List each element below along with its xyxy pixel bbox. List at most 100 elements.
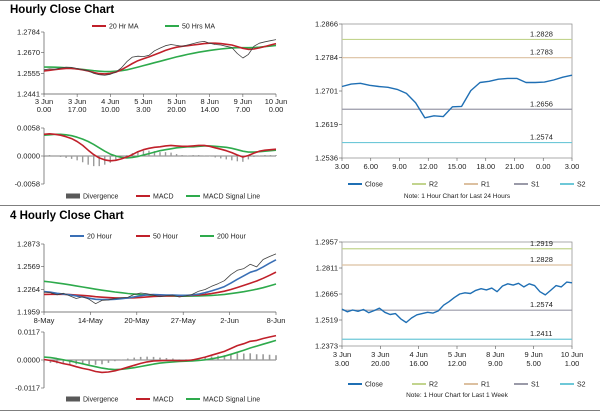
c3-y-tick-label: 1.2619 (315, 120, 338, 129)
c3-y-tick-label: 1.2866 (315, 20, 338, 29)
c3-x-tick-label: 3.00 (565, 162, 580, 171)
c1-x-tick-time: 0.00 (269, 105, 284, 114)
c6-x-tick-time: 16.00 (409, 359, 428, 368)
c5-legend-signal-label: MACD Signal Line (203, 397, 260, 404)
c3-x-tick-label: 15.00 (448, 162, 467, 171)
c3-level-label-s1: 1.2656 (530, 99, 553, 108)
c2-y-tick-label: 0.0000 (17, 152, 40, 161)
c1-x-tick-time: 14.00 (200, 105, 219, 114)
c3-level-label-s2: 1.2574 (530, 133, 553, 142)
c4-legend-200h-label: 200 Hour (217, 234, 246, 241)
c6-y-tick-label: 1.2957 (315, 238, 338, 247)
c3-note: Note: 1 Hour Chart for Last 24 Hours (404, 193, 511, 200)
c3-y-tick-label: 1.2701 (315, 87, 338, 96)
c4-y-tick-label: 1.1959 (17, 308, 40, 317)
c1-x-tick-date: 5 Jun (134, 97, 152, 106)
c6-y-tick-label: 1.2373 (315, 342, 338, 351)
c3-x-tick-label: 12.00 (419, 162, 438, 171)
c6-y-tick-label: 1.2811 (316, 264, 338, 273)
c1-x-tick-date: 10 Jun (265, 97, 288, 106)
c1-y-tick-label: 1.2441 (17, 90, 40, 99)
c3-y-tick-label: 1.2536 (315, 154, 338, 163)
c3-level-label-r1: 1.2783 (530, 48, 553, 57)
c3-legend-close-label: Close (365, 182, 383, 189)
c4-y-tick-label: 1.2264 (17, 285, 40, 294)
c1-x-tick-date: 3 Jun (35, 97, 53, 106)
c5-y-tick-label: 0.0000 (17, 356, 40, 365)
c6-x-tick-date: 3 Jun (333, 350, 351, 359)
c3-legend-s1-label: S1 (531, 182, 540, 189)
top-rule (0, 0, 600, 1)
c1-x-tick-time: 17.00 (68, 105, 87, 114)
c6-x-tick-date: 4 Jun (409, 350, 427, 359)
c5-legend-divergence-swatch (66, 396, 80, 402)
c6-level-label-s1: 1.2574 (530, 300, 553, 309)
c6-level-label-r1: 1.2828 (530, 255, 553, 264)
c6-close-line (341, 281, 573, 324)
c6-x-tick-date: 9 Jun (524, 350, 542, 359)
c4-ma200-line (43, 280, 277, 297)
c6-x-tick-time: 5.00 (526, 359, 541, 368)
c1-legend-ma20-label: 20 Hr MA (109, 24, 139, 31)
c6-note: Note: 1 Hour Chart for Last 1 Week (406, 392, 509, 399)
c6-level-label-r2: 1.2919 (530, 239, 553, 248)
section-title-hourly: Hourly Close Chart (10, 4, 115, 16)
four-hourly-1week-chart: 1.2957 1.2811 1.2665 1.2519 1.2373 1.2919 1.28… (315, 238, 586, 400)
c4-x-tick-label: 27-May (171, 316, 196, 325)
c6-x-tick-time: 1.00 (565, 359, 580, 368)
c4-ma20-line (43, 259, 277, 301)
c4-x-tick-label: 8-May (34, 316, 55, 325)
c1-y-tick-label: 1.2555 (17, 69, 40, 78)
section-title-4hourly: 4 Hourly Close Chart (10, 210, 124, 222)
section-divider (0, 205, 600, 206)
c2-legend-divergence-swatch (66, 193, 80, 199)
c1-legend-ma50-label: 50 Hrs MA (182, 24, 215, 31)
c4-legend-50h-label: 50 Hour (153, 234, 179, 241)
c2-y-tick-label: 0.0058 (17, 124, 40, 133)
c1-x-tick-date: 9 Jun (234, 97, 252, 106)
c4-x-tick-label: 8-Jun (267, 316, 286, 325)
c3-close-line (341, 74, 573, 119)
c3-legend-r1-label: R1 (481, 182, 490, 189)
c1-x-tick-date: 4 Jun (101, 97, 119, 106)
c5-y-tick-label: 0.0117 (18, 328, 40, 337)
c4-x-tick-label: 14-May (78, 316, 103, 325)
c4-x-tick-label: 2-Jun (220, 316, 239, 325)
c3-x-tick-label: 18.00 (476, 162, 495, 171)
c1-y-tick-label: 1.2670 (17, 48, 40, 57)
c1-x-tick-time: 7.00 (236, 105, 251, 114)
c3-level-label-r2: 1.2828 (530, 29, 553, 38)
c1-ma50-line (44, 44, 277, 73)
c1-x-tick-date: 3 Jun (68, 97, 86, 106)
c3-x-tick-label: 0.00 (536, 162, 551, 171)
c5-legend-macd-label: MACD (153, 397, 174, 404)
c1-close-line (43, 39, 277, 76)
c1-x-tick-time: 3.00 (136, 105, 151, 114)
c4-y-tick-label: 1.2873 (17, 240, 40, 249)
c6-x-tick-date: 5 Jun (448, 350, 466, 359)
bottom-rule (0, 410, 600, 411)
c1-y-tick-label: 1.2784 (17, 28, 40, 37)
c6-legend-s2-label: S2 (577, 382, 586, 389)
c4-x-tick-label: 20-May (124, 316, 149, 325)
hourly-24h-chart: 1.2866 1.2784 1.2701 1.2619 1.2536 1.2828 1.27… (315, 20, 586, 201)
c5-signal-line (43, 339, 277, 371)
c6-x-tick-time: 20.00 (371, 359, 390, 368)
four-hourly-macd-chart: 0.0117 0.0000 -0.0117 Divergence MACD MACD Si… (15, 328, 277, 404)
c3-x-tick-label: 9.00 (392, 162, 407, 171)
c4-ma50-line (43, 271, 277, 299)
c3-legend-s2-label: S2 (577, 182, 586, 189)
c2-y-tick-label: -0.0058 (15, 180, 40, 189)
c5-legend-divergence-label: Divergence (83, 397, 119, 404)
c6-x-tick-date: 10 Jun (561, 350, 584, 359)
c3-x-tick-label: 6.00 (363, 162, 378, 171)
c6-y-tick-label: 1.2665 (315, 290, 338, 299)
c4-legend-20h-label: 20 Hour (87, 234, 113, 241)
c2-macd-line (43, 133, 277, 162)
c6-x-tick-time: 3.00 (335, 359, 350, 368)
c1-x-tick-date: 5 Jun (167, 97, 185, 106)
c6-legend-s1-label: S1 (531, 382, 540, 389)
c1-x-tick-time: 0.00 (37, 105, 52, 114)
